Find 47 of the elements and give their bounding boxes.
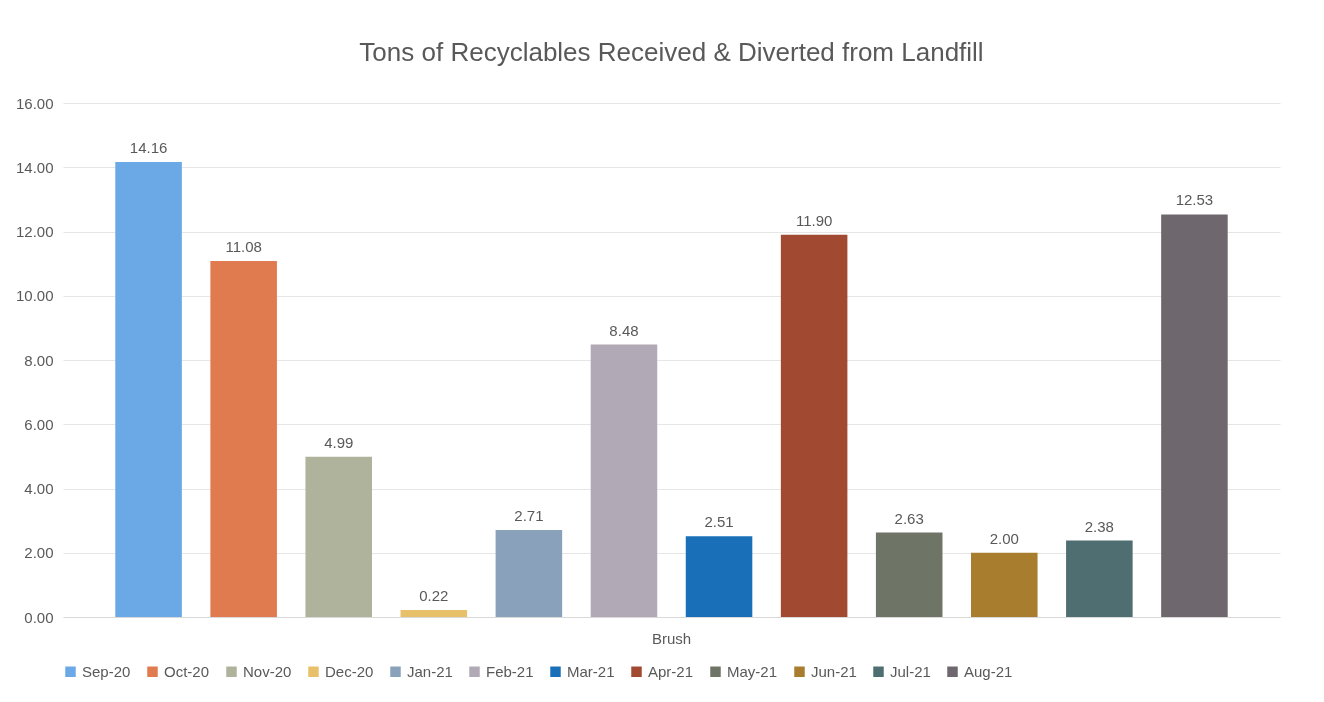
bar: [685, 536, 753, 617]
data-label: 11.08: [225, 238, 262, 256]
data-label: 4.99: [324, 433, 354, 451]
y-tick-label: 4.00: [24, 480, 54, 497]
y-tick-label: 16.00: [15, 94, 54, 112]
legend-label: Oct-20: [164, 662, 210, 680]
y-tick-label: 10.00: [15, 287, 54, 305]
bar: [210, 261, 277, 617]
data-label: 2.51: [704, 513, 734, 531]
y-tick-label: 6.00: [24, 415, 54, 433]
legend-label: Jun-21: [811, 662, 857, 680]
bar: [305, 456, 372, 617]
data-label: 12.53: [1175, 191, 1214, 209]
legend-label: Apr-21: [648, 662, 694, 680]
bar: [1066, 540, 1133, 617]
legend-label: Jan-21: [407, 662, 453, 680]
data-label: 0.22: [419, 586, 449, 604]
data-label: 14.16: [129, 139, 168, 157]
bar: [400, 609, 468, 617]
bar: [495, 529, 563, 617]
legend-label: Nov-20: [243, 662, 292, 680]
legend-label: Mar-21: [567, 662, 615, 680]
data-label: 2.71: [514, 506, 544, 524]
y-tick-label: 0.00: [24, 608, 54, 626]
bar: [971, 552, 1038, 617]
y-tick-label: 2.00: [24, 544, 54, 562]
data-label: 2.00: [989, 529, 1019, 547]
x-tick-label: Brush: [651, 629, 692, 647]
legend-label: Jul-21: [890, 662, 931, 680]
y-tick-label: 8.00: [24, 351, 54, 369]
legend-label: Dec-20: [325, 662, 374, 680]
bar: [115, 162, 182, 617]
bar: [780, 234, 848, 617]
chart-title: Tons of Recyclables Received & Diverted from Landfill: [359, 37, 984, 67]
y-tick-label: 12.00: [15, 223, 54, 240]
bar: [590, 344, 658, 617]
bar: [1161, 214, 1228, 617]
legend-label: Sep-20: [82, 662, 131, 680]
legend-label: Feb-21: [486, 662, 534, 680]
data-label: 2.63: [894, 509, 924, 527]
legend-label: Aug-21: [964, 662, 1013, 680]
y-tick-label: 14.00: [15, 158, 54, 176]
data-label: 2.38: [1084, 517, 1114, 535]
legend-label: May-21: [727, 662, 778, 680]
data-label: 8.48: [609, 321, 639, 339]
bar: [875, 532, 943, 617]
data-label: 11.90: [795, 211, 833, 229]
